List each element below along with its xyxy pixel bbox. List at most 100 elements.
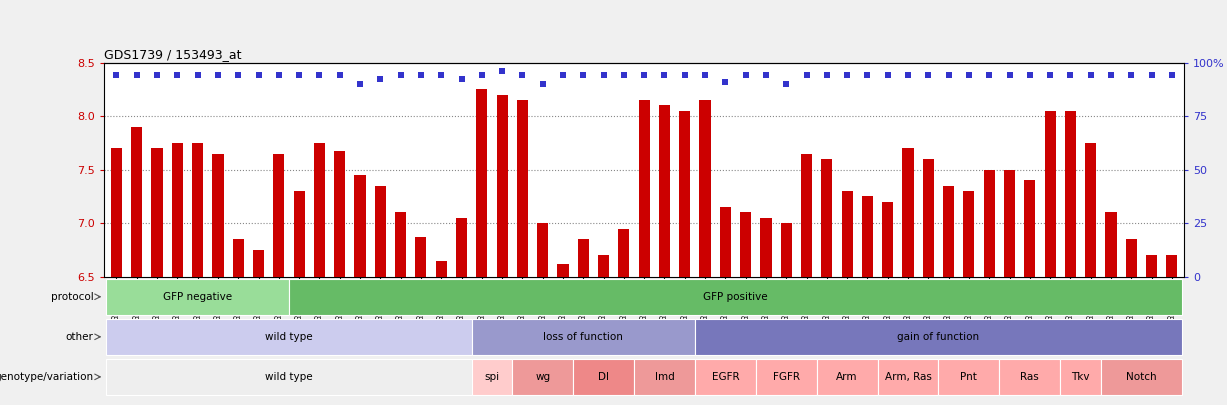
Point [290, 72, 309, 79]
Bar [355, 175, 366, 277]
Bar [107, 319, 471, 355]
Text: spi: spi [485, 372, 499, 382]
Point [1101, 72, 1120, 79]
Point [107, 72, 126, 79]
Bar [720, 207, 731, 277]
Bar [314, 143, 325, 277]
Bar [131, 127, 142, 277]
Bar [436, 261, 447, 277]
Point [655, 72, 675, 79]
Bar [902, 148, 914, 277]
Point [756, 72, 775, 79]
Bar [842, 191, 853, 277]
Bar [817, 359, 877, 395]
Bar [984, 170, 995, 277]
Bar [512, 359, 573, 395]
Bar [963, 191, 974, 277]
Point [675, 72, 694, 79]
Point [1142, 72, 1162, 79]
Bar [740, 213, 751, 277]
Point [168, 72, 188, 79]
Bar [274, 153, 285, 277]
Bar [110, 148, 121, 277]
Point [553, 72, 573, 79]
Text: other: other [65, 332, 93, 342]
Bar [694, 359, 756, 395]
Point [858, 72, 877, 79]
Bar [517, 100, 528, 277]
Bar [1085, 143, 1096, 277]
Point [715, 79, 735, 85]
Text: Ras: Ras [1021, 372, 1039, 382]
Bar [699, 100, 710, 277]
Text: protocol: protocol [50, 292, 93, 302]
Text: wg: wg [535, 372, 550, 382]
Bar [212, 153, 223, 277]
Point [614, 72, 633, 79]
Bar [680, 111, 691, 277]
Point [452, 75, 471, 82]
Point [411, 72, 431, 79]
Bar [634, 359, 694, 395]
Bar [882, 202, 893, 277]
Bar [476, 90, 487, 277]
Bar [1004, 170, 1015, 277]
Text: gain of function: gain of function [897, 332, 979, 342]
Bar [471, 319, 694, 355]
Bar [471, 359, 512, 395]
Bar [801, 153, 812, 277]
Point [939, 72, 958, 79]
Bar [334, 151, 345, 277]
Point [330, 72, 350, 79]
Point [696, 72, 715, 79]
Text: GFP negative: GFP negative [163, 292, 232, 302]
Bar [193, 143, 204, 277]
Bar [293, 191, 304, 277]
Bar [578, 239, 589, 277]
Point [919, 72, 939, 79]
Bar [233, 239, 244, 277]
Bar [1106, 213, 1117, 277]
Point [126, 72, 146, 79]
Point [350, 81, 369, 87]
Point [249, 72, 269, 79]
Bar [1125, 239, 1137, 277]
Bar [1101, 359, 1182, 395]
Point [634, 72, 654, 79]
Point [533, 81, 552, 87]
Bar [1167, 255, 1178, 277]
Bar [537, 223, 548, 277]
Bar [107, 359, 471, 395]
Point [736, 72, 756, 79]
Bar [107, 279, 290, 315]
Bar [1065, 111, 1076, 277]
Text: Tkv: Tkv [1071, 372, 1090, 382]
Text: loss of function: loss of function [544, 332, 623, 342]
Point [492, 68, 512, 75]
Point [817, 72, 837, 79]
Bar [573, 359, 634, 395]
Text: GFP positive: GFP positive [703, 292, 768, 302]
Bar [1146, 255, 1157, 277]
Bar [172, 143, 183, 277]
Text: wild type: wild type [265, 332, 313, 342]
Bar [877, 359, 939, 395]
Point [960, 72, 979, 79]
Bar [1044, 111, 1055, 277]
Bar [821, 159, 832, 277]
Point [1162, 72, 1182, 79]
Point [594, 72, 614, 79]
Text: EGFR: EGFR [712, 372, 739, 382]
Point [877, 72, 897, 79]
Bar [253, 250, 264, 277]
Point [1121, 72, 1141, 79]
Point [573, 72, 593, 79]
Text: Arm, Ras: Arm, Ras [885, 372, 931, 382]
Bar [999, 359, 1060, 395]
Bar [761, 218, 772, 277]
Point [391, 72, 411, 79]
Text: genotype/variation: genotype/variation [0, 372, 93, 382]
Bar [659, 105, 670, 277]
Point [228, 72, 248, 79]
Bar [944, 186, 955, 277]
